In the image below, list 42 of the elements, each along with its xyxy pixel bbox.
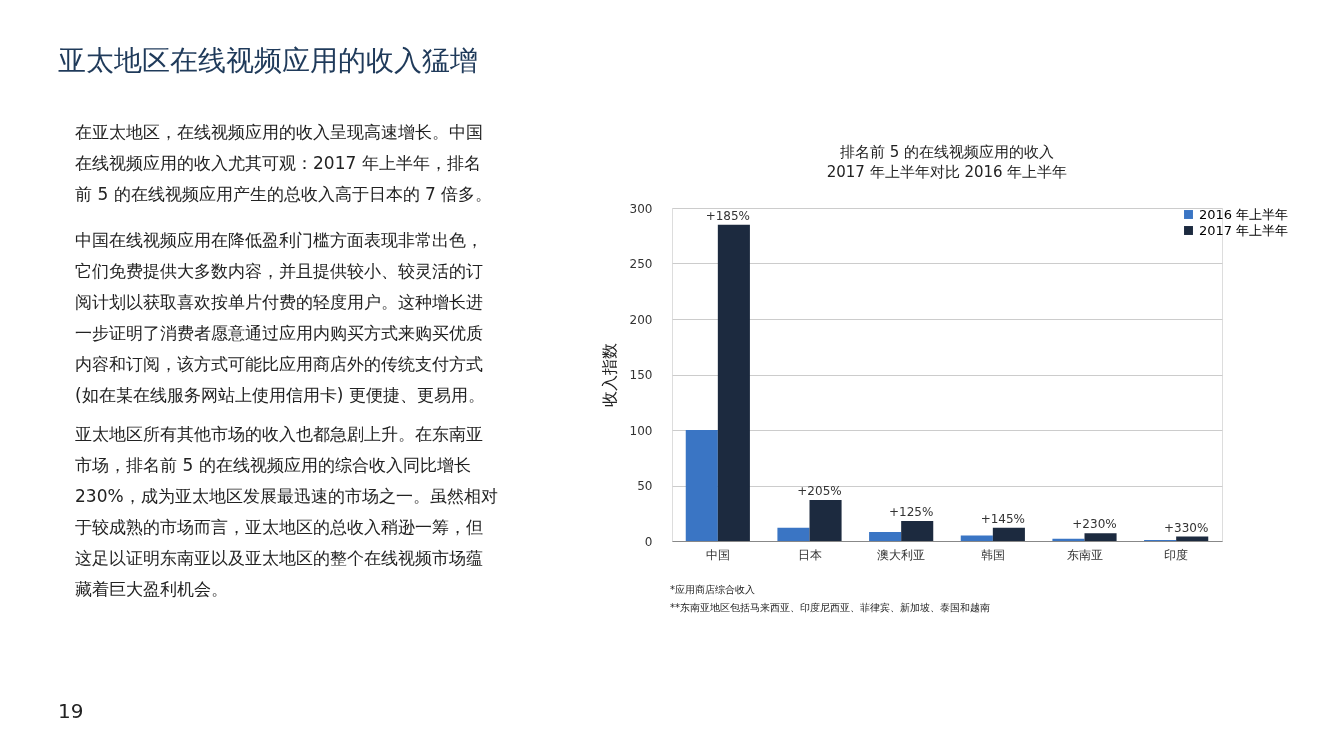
bar (1176, 536, 1209, 541)
legend-label: 2016 年上半年 (1199, 206, 1289, 222)
x-tick-label: 日本 (797, 547, 822, 562)
y-tick-label: 250 (629, 257, 653, 271)
legend-label: 2017 年上半年 (1199, 222, 1289, 238)
text: 在亚太地区，在线视频应用的收入呈现高速增长。中国在线视频应用的收入尤其可观：2017 年上半年，排名前 5 的在线视频应用产生的总收入高于日本的 7 倍多。 (75, 122, 493, 204)
bar (901, 521, 934, 541)
bar (869, 532, 902, 541)
text: 2017 年上半年对比 2016 年上半年 (826, 163, 1068, 181)
x-tick-label: 东南亚 (1066, 547, 1103, 562)
y-tick-label: 100 (629, 423, 653, 438)
y-tick-label: 200 (629, 312, 653, 327)
text: 中国在线视频应用在降低盈利门槛方面表现非常出色，它们免费提供大多数内容，并且提供较小、较灵活的订阅计划以获取喜欢按单片付费的轻度用户。这种增长进一步证明了消费者愿意通过应用内购买方式来购买优质内容和订阅，该方式可能比应用商店外的传统支付方式 (如在某在线服务网站上使用信用卡) 更便捷、更易用。 (75, 230, 485, 405)
x-tick-label: 韩国 (980, 547, 1005, 562)
y-tick-label: 300 (629, 201, 653, 216)
annotation: +205% (797, 483, 842, 498)
bar (992, 527, 1025, 541)
text: *应用商店综合收入 (670, 584, 755, 595)
text: 亚太地区在线视频应用的收入猛增 (58, 44, 478, 77)
bar (1084, 533, 1117, 541)
annotation: +230% (1072, 517, 1117, 532)
annotation: +125% (888, 505, 934, 520)
y-tick-label: 150 (629, 368, 653, 382)
x-tick-label: 澳大利亚 (877, 547, 926, 562)
bar (960, 535, 993, 541)
y-tick-label: 0 (644, 534, 653, 549)
bar (777, 527, 810, 541)
annotation: +145% (980, 511, 1026, 526)
bar (809, 499, 842, 541)
text: 排名前 5 的在线视频应用的收入 (839, 143, 1055, 161)
x-tick-label: 中国 (705, 547, 730, 562)
y-tick-label: 50 (637, 479, 653, 493)
y-axis-title: 收入指数 (599, 343, 619, 407)
text: **东南亚地区包括马来西亚、印度尼西亚、菲律宾、新加坡、泰国和越南 (670, 602, 990, 613)
text: 19 (58, 699, 84, 723)
annotation: +330% (1163, 520, 1209, 535)
bar (717, 224, 750, 541)
annotation: +185% (705, 208, 751, 223)
x-tick-label: 印度 (1164, 547, 1189, 562)
bar (1052, 538, 1085, 541)
bar (685, 430, 718, 541)
text: 亚太地区所有其他市场的收入也都急剧上升。在东南亚市场，排名前 5 的在线视频应用的综合收入同比增长 230%，成为亚太地区发展最迅速的市场之一。虽然相对于较成熟的市场而言，亚太地区的总收入稍逊一筹，但这足以证明东南亚以及亚太地区的整个在线视频市场蕴藏着巨大盈利机会。 (75, 424, 498, 599)
